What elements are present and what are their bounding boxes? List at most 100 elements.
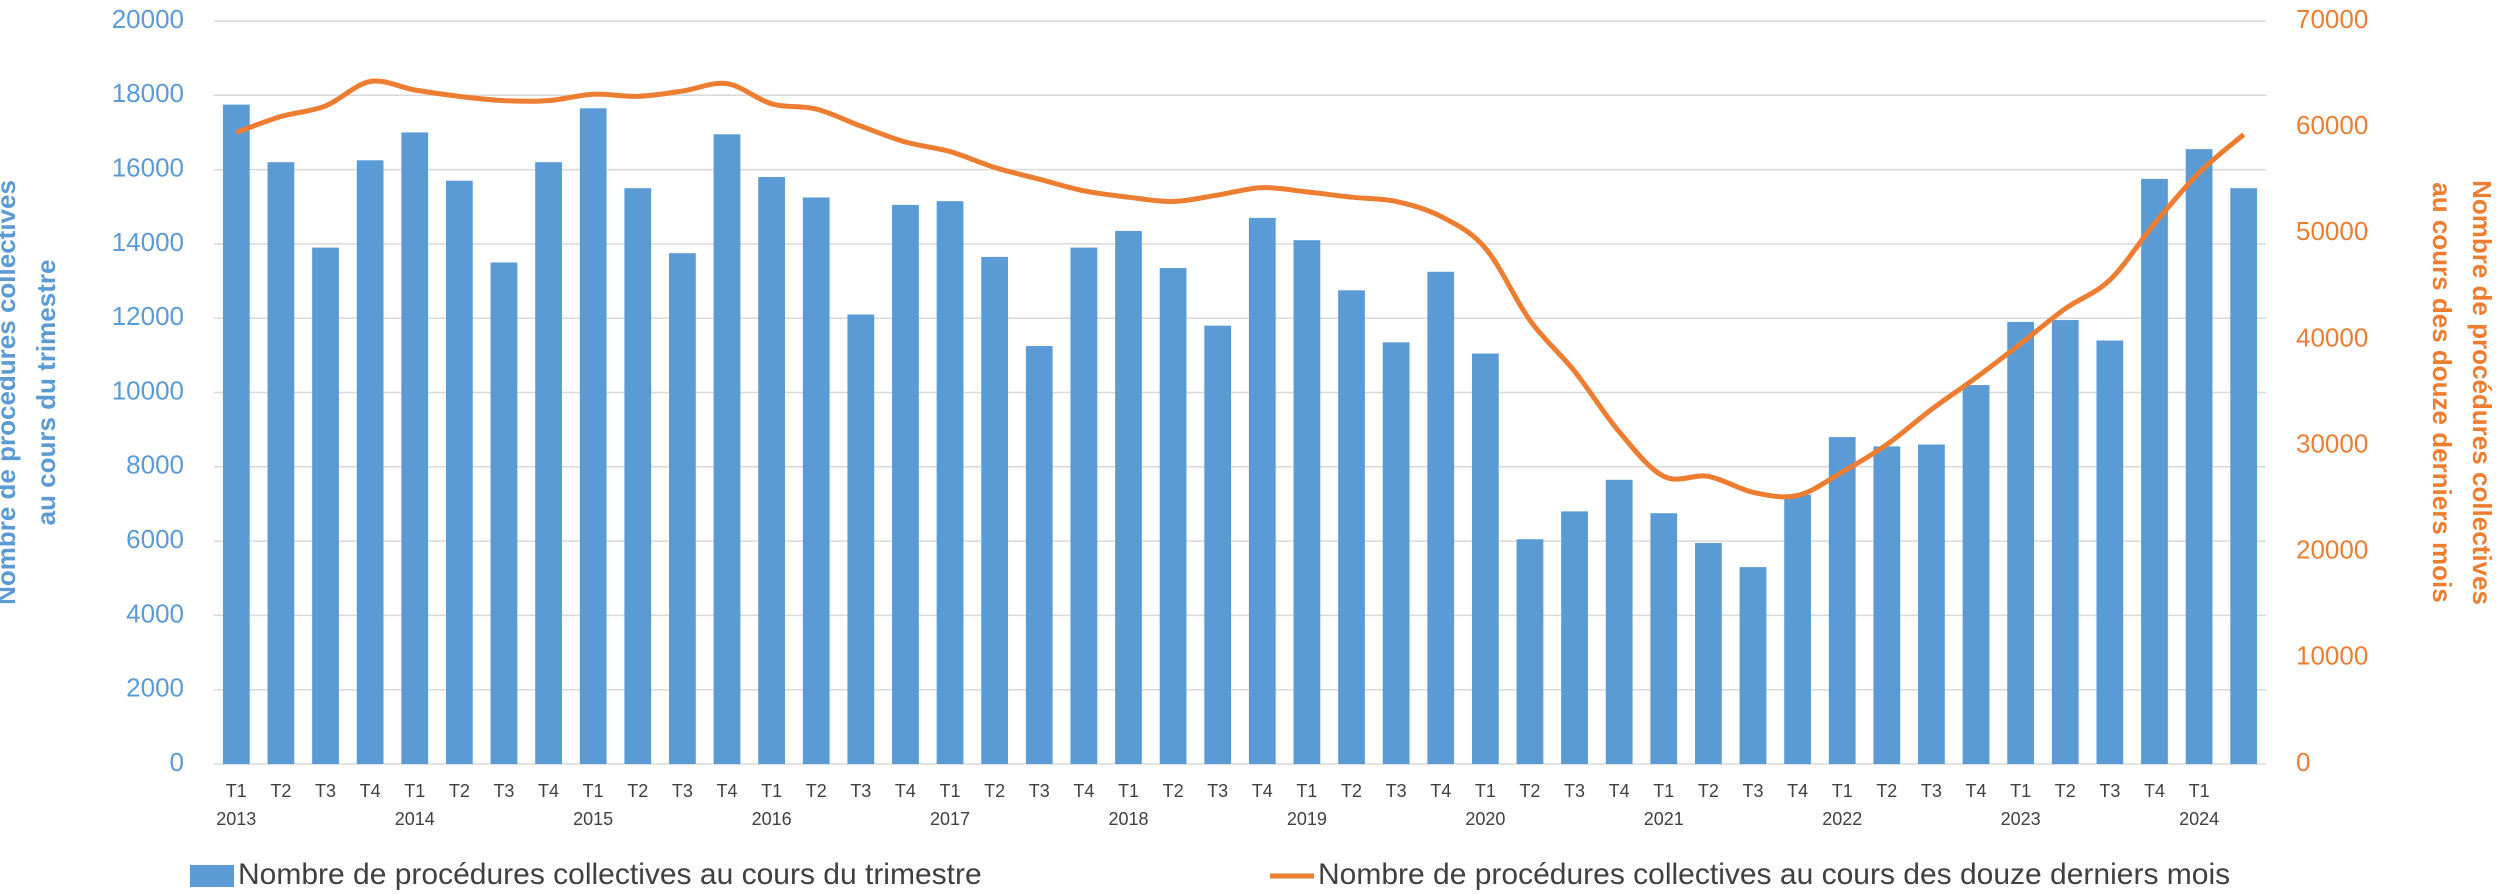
y2-tick-label: 70000	[2296, 4, 2368, 34]
y2-tick-label: 0	[2296, 747, 2310, 777]
bar	[1338, 290, 1365, 764]
x-tick-label: T2	[1519, 781, 1540, 801]
x-tick-label: T4	[360, 781, 381, 801]
bar	[2185, 149, 2213, 765]
x-tick-label: T2	[627, 781, 648, 801]
bar	[1382, 342, 1410, 764]
y-tick-label: 12000	[112, 301, 184, 331]
x-year-label: 2015	[573, 809, 613, 829]
bar	[1516, 539, 1544, 764]
x-tick-label: T1	[2010, 781, 2031, 801]
x-tick-label: T4	[895, 781, 916, 801]
x-year-label: 2014	[395, 809, 435, 829]
y-tick-label: 4000	[126, 598, 184, 628]
x-tick-label: T3	[672, 781, 693, 801]
bar	[1159, 268, 1187, 764]
x-tick-label: T3	[493, 781, 514, 801]
bar	[222, 104, 250, 764]
y-tick-label: 2000	[126, 673, 184, 703]
x-tick-label: T3	[1207, 781, 1228, 801]
x-tick-label: T2	[449, 781, 470, 801]
x-tick-label: T2	[270, 781, 291, 801]
bar	[535, 162, 562, 765]
bar	[624, 188, 652, 765]
x-tick-label: T1	[1653, 781, 1674, 801]
x-tick-label: T1	[1118, 781, 1139, 801]
bar	[981, 256, 1009, 764]
y-tick-label: 20000	[112, 4, 184, 34]
y2-tick-label: 10000	[2296, 641, 2368, 671]
x-tick-label: T4	[1252, 781, 1273, 801]
x-tick-label: T3	[850, 781, 871, 801]
bar	[802, 197, 830, 764]
bar	[2141, 178, 2168, 764]
axis-title-line: au cours des douze derniers mois	[2427, 182, 2457, 602]
axis-title: Nombre de procédures collectives au cours…	[2427, 180, 2497, 605]
bar	[1918, 444, 1945, 764]
x-tick-label: T1	[940, 781, 961, 801]
legend-label: Nombre de procédures collectives au cour…	[1318, 858, 2230, 891]
bar	[1561, 511, 1588, 764]
x-year-label: 2016	[752, 809, 792, 829]
x-tick-label: T2	[1163, 781, 1184, 801]
x-tick-label: T2	[806, 781, 827, 801]
x-tick-label: T2	[2055, 781, 2076, 801]
bar	[1828, 437, 1856, 764]
y-tick-label: 18000	[112, 78, 184, 108]
x-year-label: 2020	[1465, 809, 1505, 829]
y-tick-label: 10000	[112, 375, 184, 405]
bar	[445, 180, 473, 764]
bar	[1025, 346, 1053, 764]
bar	[1115, 230, 1142, 764]
axis-title-line: Nombre de procédures collectives	[2467, 180, 2497, 605]
x-tick-label: T3	[1029, 781, 1050, 801]
axis-title-line: au cours du trimestre	[31, 260, 61, 526]
x-tick-label: T4	[1966, 781, 1987, 801]
x-tick-label: T1	[1296, 781, 1317, 801]
x-tick-label: T4	[1430, 781, 1451, 801]
x-tick-label: T2	[1698, 781, 1719, 801]
x-tick-label: T3	[2099, 781, 2120, 801]
bar	[2051, 320, 2079, 764]
axis-title-line: Nombre de procédures collectives	[0, 180, 21, 605]
bar	[579, 108, 607, 765]
bar	[1873, 446, 1901, 764]
x-tick-label: T2	[984, 781, 1005, 801]
bar	[1650, 513, 1678, 764]
x-tick-label: T1	[761, 781, 782, 801]
bar	[1070, 247, 1098, 765]
x-tick-label: T1	[226, 781, 247, 801]
y-tick-label: 14000	[112, 227, 184, 257]
x-tick-label: T4	[538, 781, 559, 801]
line	[235, 78, 2246, 500]
legend-swatch	[190, 865, 234, 887]
bar	[669, 253, 696, 764]
bar	[1471, 353, 1499, 764]
bar	[1293, 240, 1321, 764]
x-year-label: 2018	[1108, 809, 1148, 829]
x-tick-label: T4	[1787, 781, 1808, 801]
bar	[1605, 479, 1633, 764]
x-tick-label: T1	[404, 781, 425, 801]
bar	[847, 314, 875, 764]
legend-label: Nombre de procédures collectives au cour…	[238, 858, 982, 891]
x-tick-label: T4	[1609, 781, 1630, 801]
x-tick-label: T3	[315, 781, 336, 801]
y-tick-label: 0	[170, 747, 184, 777]
x-year-label: 2019	[1287, 809, 1327, 829]
bar	[2096, 340, 2124, 764]
bar	[1962, 385, 1990, 764]
x-tick-label: T1	[583, 781, 604, 801]
x-tick-label: T4	[1073, 781, 1094, 801]
x-year-label: 2013	[216, 809, 256, 829]
x-tick-label: T1	[1475, 781, 1496, 801]
x-tick-label: T3	[1386, 781, 1407, 801]
x-year-label: 2024	[2179, 809, 2219, 829]
bar	[892, 204, 919, 764]
x-tick-label: T4	[716, 781, 737, 801]
y2-tick-label: 50000	[2296, 216, 2368, 246]
bar	[2230, 188, 2258, 765]
axis-title: Nombre de procédures collectives au cours…	[0, 180, 61, 605]
y-tick-label: 6000	[126, 524, 184, 554]
bar	[1784, 494, 1811, 764]
